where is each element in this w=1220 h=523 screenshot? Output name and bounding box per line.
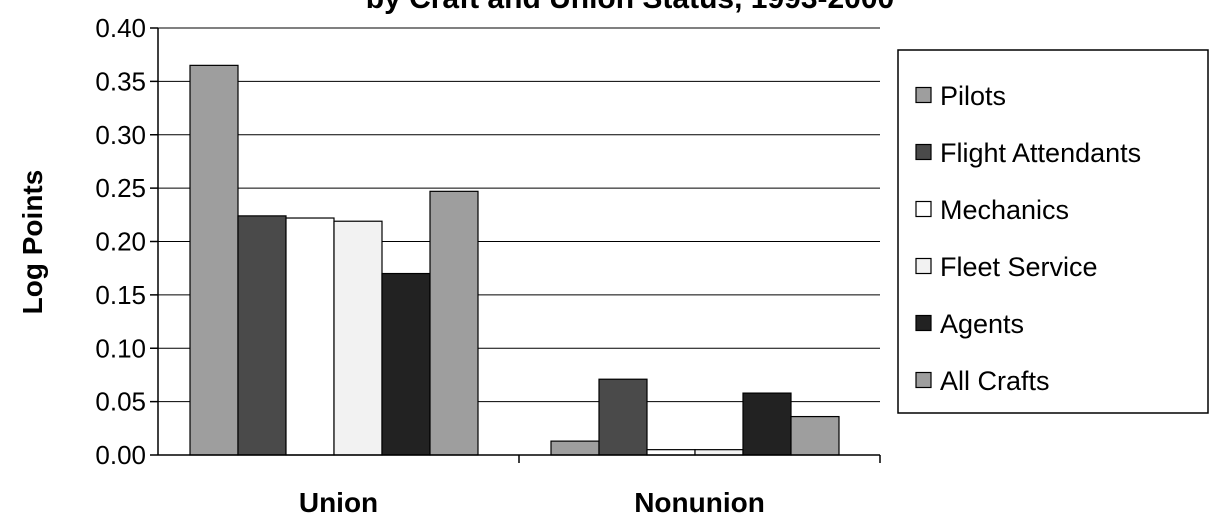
category-label: Union	[299, 487, 378, 518]
legend-swatch	[915, 200, 932, 218]
category-label: Nonunion	[634, 487, 765, 518]
bar	[550, 440, 600, 456]
y-tick-label: 0.25	[95, 173, 146, 203]
category-labels: Union Nonunion	[299, 487, 765, 518]
bar	[790, 415, 840, 456]
legend-swatch	[915, 86, 932, 104]
legend-label: All Crafts	[940, 366, 1050, 396]
y-tick-label: 0.20	[95, 227, 146, 257]
bar	[381, 272, 431, 456]
y-tick-label: 0.40	[95, 13, 146, 43]
legend-label: Fleet Service	[940, 252, 1098, 282]
legend-label: Agents	[940, 309, 1024, 339]
legend-swatch	[915, 143, 932, 161]
legend-swatch	[915, 314, 932, 332]
y-tick-labels: 0.00 0.05 0.10 0.15 0.20 0.25 0.30 0.35 0.40	[95, 13, 146, 470]
legend: Pilots Flight Attendants Mechanics Fleet Se…	[897, 49, 1209, 414]
bar	[333, 220, 383, 456]
legend-label: Mechanics	[940, 195, 1069, 225]
y-tick-label: 0.00	[95, 440, 146, 470]
legend-swatch	[915, 371, 932, 389]
y-tick-label: 0.05	[95, 387, 146, 417]
bar	[742, 392, 792, 456]
bar	[646, 449, 696, 456]
chart-title: by Craft and Union Status, 1993-2000	[366, 0, 895, 15]
bar	[598, 378, 648, 456]
legend-box	[897, 49, 1209, 414]
bar	[285, 217, 335, 456]
axes	[157, 28, 880, 456]
legend-label: Flight Attendants	[940, 138, 1141, 168]
bar	[694, 449, 744, 456]
y-tick-label: 0.35	[95, 66, 146, 96]
y-tick-label: 0.30	[95, 120, 146, 150]
y-tick-label: 0.15	[95, 280, 146, 310]
bar	[429, 190, 479, 456]
bar	[237, 215, 287, 456]
y-axis-label: Log Points	[17, 170, 48, 315]
legend-swatch	[915, 257, 932, 275]
bars	[189, 64, 840, 456]
y-tick-label: 0.10	[95, 333, 146, 363]
bar	[189, 64, 239, 456]
legend-label: Pilots	[940, 81, 1006, 111]
